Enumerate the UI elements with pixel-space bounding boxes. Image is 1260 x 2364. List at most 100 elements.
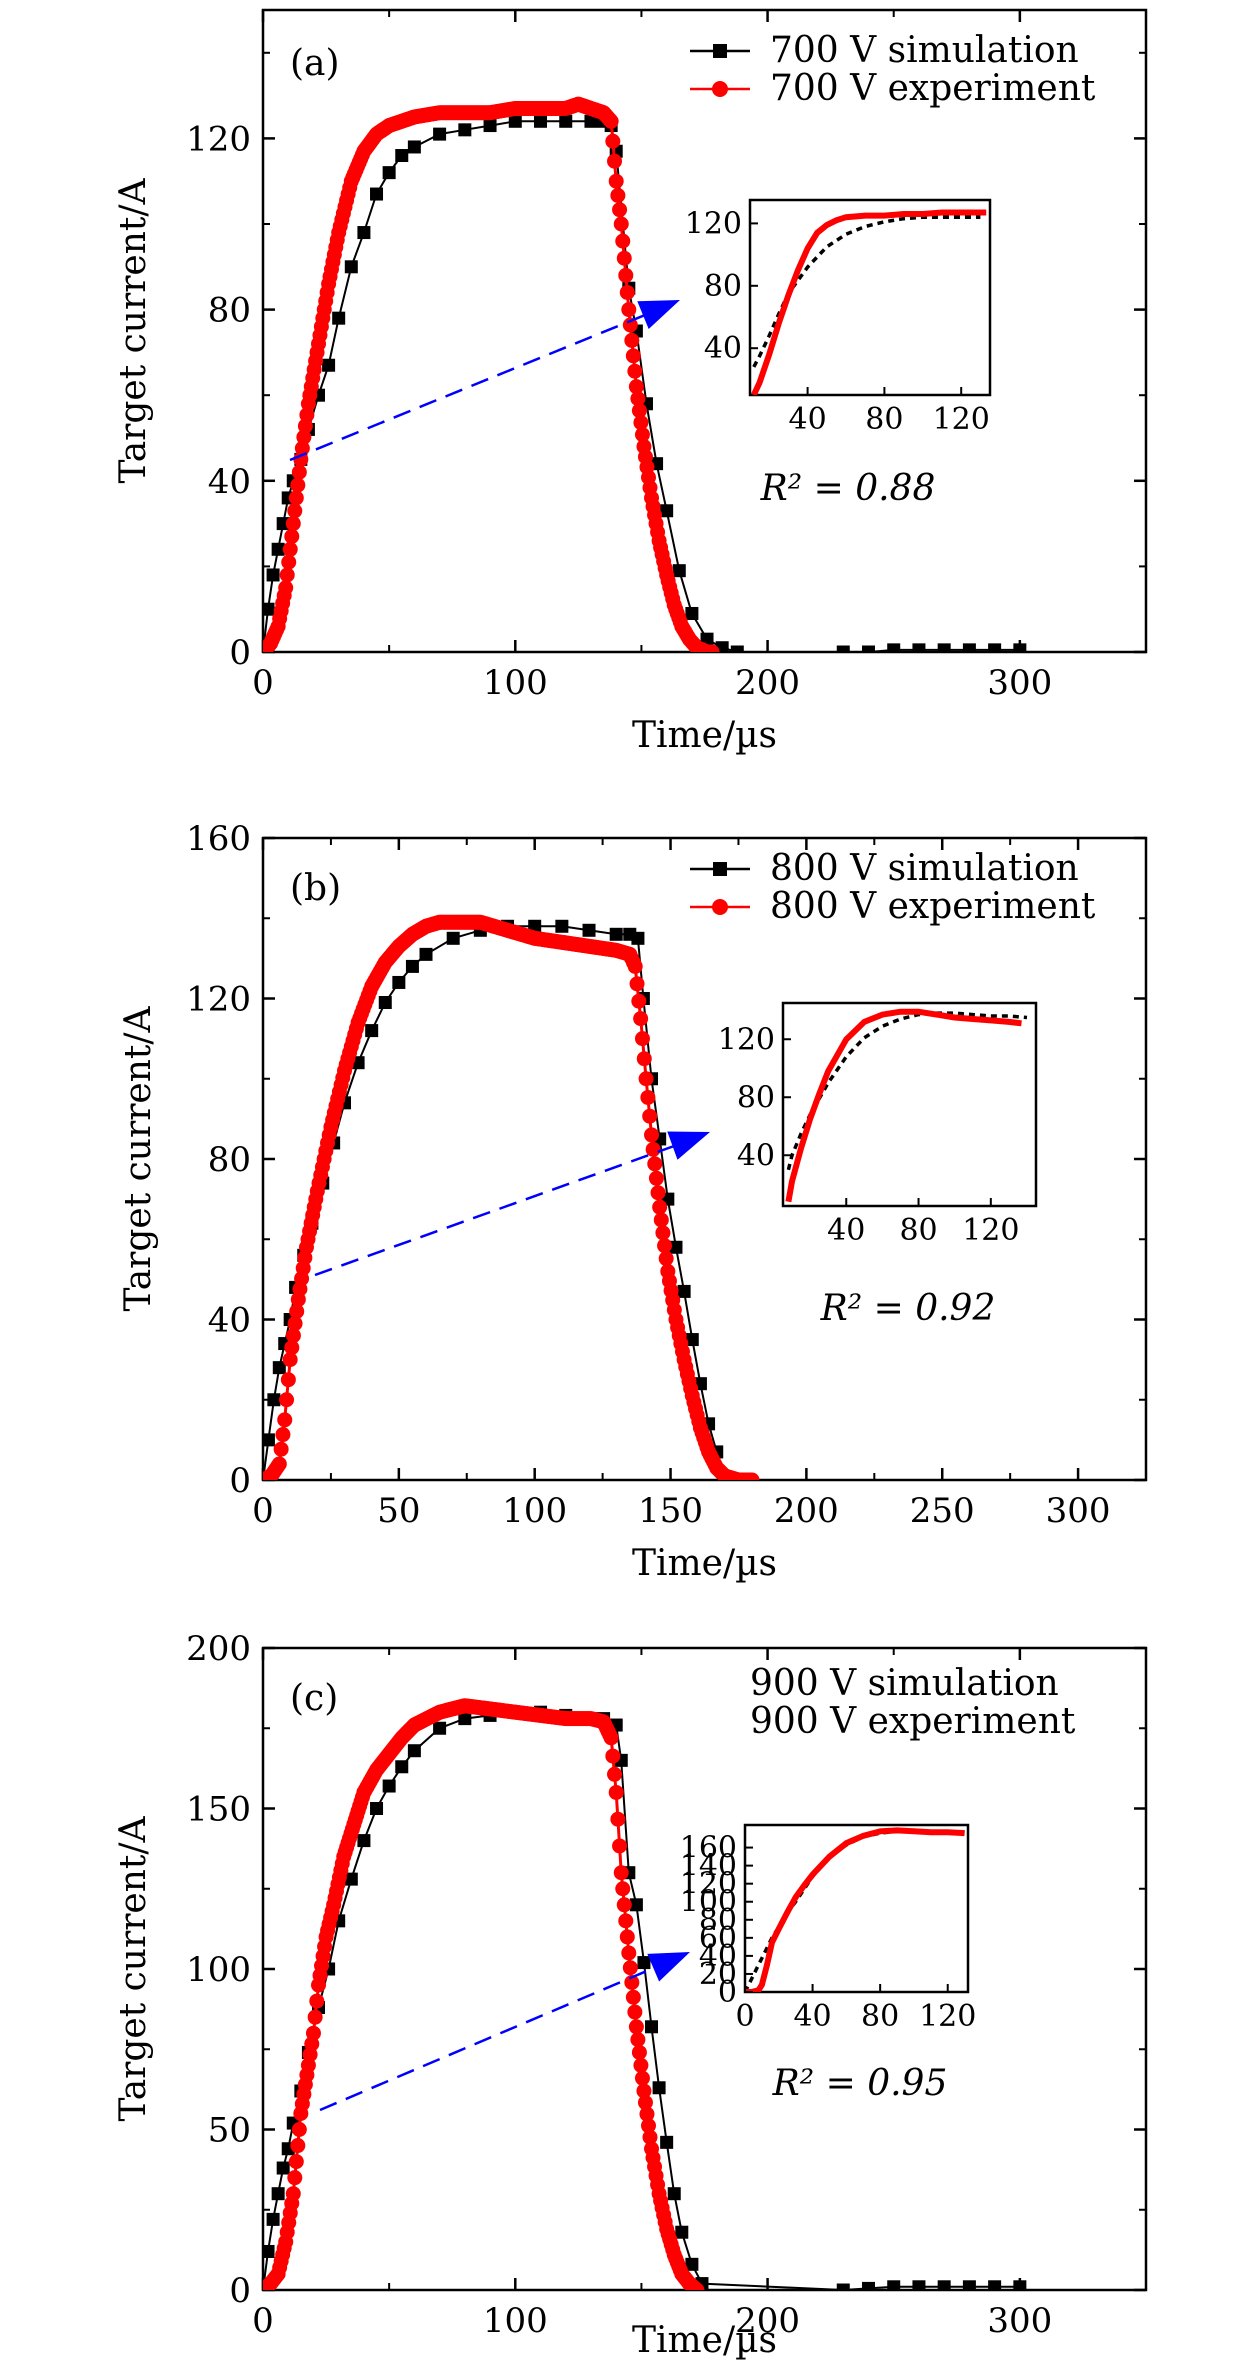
simulation-point bbox=[677, 1284, 691, 1298]
simulation-point bbox=[887, 2280, 901, 2290]
experiment-point bbox=[618, 267, 634, 283]
inset-frame bbox=[743, 1823, 970, 1994]
y-tick-label: 40 bbox=[208, 462, 251, 502]
legend-entry: 700 V experiment bbox=[770, 68, 1096, 109]
y-tick-label: 150 bbox=[186, 1790, 251, 1830]
experiment-point bbox=[287, 503, 303, 519]
experiment-point bbox=[616, 1897, 632, 1913]
x-tick-label: 0 bbox=[252, 1491, 274, 1531]
experiment-point bbox=[293, 451, 309, 467]
simulation-point bbox=[407, 140, 421, 154]
inset-x-tick-label: 80 bbox=[865, 402, 903, 437]
simulation-point bbox=[584, 114, 598, 128]
inset-x-tick-label: 80 bbox=[861, 1999, 899, 2034]
simulation-point bbox=[344, 1872, 358, 1886]
simulation-point bbox=[675, 2225, 689, 2239]
zoom-arrow-head bbox=[637, 300, 680, 330]
simulation-point bbox=[267, 1393, 281, 1407]
panel-label: (b) bbox=[290, 868, 341, 909]
inset-chart: 40 80 120 40 80 120 bbox=[685, 198, 992, 437]
experiment-point bbox=[288, 2154, 304, 2170]
experiment-point bbox=[605, 1748, 621, 1764]
y-tick-label: 100 bbox=[186, 1950, 251, 1990]
experiment-point bbox=[645, 1141, 661, 1157]
experiment-point bbox=[634, 427, 650, 443]
experiment-point bbox=[279, 567, 295, 583]
inset-y-tick-label: 40 bbox=[704, 331, 742, 366]
experiment-point bbox=[282, 541, 298, 557]
simulation-point bbox=[395, 1760, 409, 1774]
simulation-point bbox=[660, 2135, 674, 2149]
y-tick-label: 80 bbox=[208, 291, 251, 331]
experiment-point bbox=[605, 133, 621, 149]
experiment-point bbox=[615, 233, 631, 249]
inset-experiment-line bbox=[785, 1008, 1022, 1203]
x-tick-label: 150 bbox=[638, 1491, 703, 1531]
y-axis-label: Target current/A bbox=[113, 1816, 154, 2122]
experiment-point bbox=[608, 173, 624, 189]
experiment-point bbox=[642, 2129, 658, 2145]
experiment-point bbox=[285, 1328, 301, 1344]
experiment-point bbox=[285, 2186, 301, 2202]
experiment-point bbox=[291, 2122, 307, 2137]
experiment-point bbox=[639, 2106, 655, 2122]
experiment-point bbox=[603, 113, 619, 129]
experiment-point bbox=[616, 250, 632, 266]
inset-x-tick-label: 120 bbox=[933, 402, 990, 437]
experiment-point bbox=[278, 580, 294, 596]
simulation-point bbox=[272, 1361, 286, 1375]
inset-y-tick-label: 120 bbox=[685, 206, 742, 241]
simulation-point bbox=[271, 542, 285, 556]
experiment-point bbox=[613, 216, 629, 232]
legend-marker-square bbox=[713, 44, 727, 58]
inset-y-tick-label: 80 bbox=[704, 269, 742, 304]
inset-experiment-line bbox=[751, 209, 987, 395]
simulation-point bbox=[730, 645, 744, 652]
simulation-point bbox=[332, 311, 346, 325]
experiment-point bbox=[627, 363, 643, 379]
simulation-point bbox=[458, 123, 472, 137]
simulation-point bbox=[378, 996, 392, 1010]
legend-marker-square bbox=[713, 862, 727, 876]
experiment-point bbox=[627, 958, 643, 974]
x-axis-label: Time/µs bbox=[632, 715, 777, 756]
experiment-point bbox=[284, 528, 300, 544]
simulation-point bbox=[962, 2280, 976, 2290]
data-series bbox=[263, 1698, 1027, 2290]
experiment-point bbox=[689, 2282, 705, 2290]
simulation-point bbox=[392, 975, 406, 989]
simulation-point bbox=[669, 1240, 683, 1254]
y-tick-label: 160 bbox=[186, 819, 251, 859]
experiment-point bbox=[618, 1913, 634, 1929]
inset-y-tick-label: 160 bbox=[680, 1831, 737, 1866]
simulation-point bbox=[645, 2020, 659, 2034]
simulation-point bbox=[988, 2280, 1002, 2290]
experiment-point bbox=[277, 1412, 293, 1428]
simulation-point bbox=[652, 2081, 666, 2095]
experiment-point bbox=[625, 348, 641, 364]
experiment-point bbox=[642, 1108, 658, 1124]
inset-simulation-line bbox=[752, 215, 981, 368]
zoom-arrow bbox=[314, 1134, 703, 1277]
inset-y-tick-label: 80 bbox=[699, 1903, 737, 1938]
experiment-point bbox=[309, 1993, 325, 2009]
simulation-point bbox=[433, 127, 447, 141]
simulation-point bbox=[836, 2283, 850, 2290]
experiment-point bbox=[608, 1784, 624, 1800]
simulation-point bbox=[370, 187, 384, 201]
experiment-point bbox=[658, 1251, 674, 1267]
experiment-point bbox=[704, 644, 720, 652]
simulation-point bbox=[263, 1433, 275, 1447]
inset-frame bbox=[781, 1001, 1038, 1208]
experiment-point bbox=[299, 407, 315, 423]
experiment-point bbox=[287, 1316, 303, 1332]
inset-y-tick-label: 40 bbox=[737, 1138, 775, 1173]
legend-marker-circle bbox=[712, 899, 728, 915]
experiment-point bbox=[288, 490, 304, 506]
experiment-point bbox=[640, 1089, 656, 1105]
experiment-point bbox=[744, 1472, 760, 1480]
experiment-point bbox=[621, 1945, 637, 1961]
y-tick-label: 120 bbox=[186, 119, 251, 159]
y-axis-label: Target current/A bbox=[113, 178, 154, 484]
x-tick-label: 250 bbox=[910, 1491, 975, 1531]
